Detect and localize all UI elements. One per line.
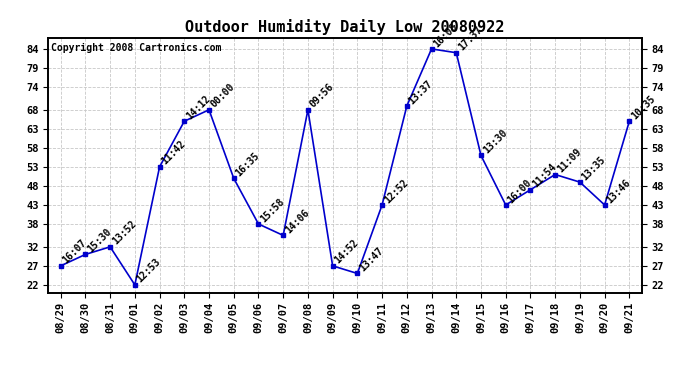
Text: 16:08: 16:08: [431, 21, 460, 49]
Text: Copyright 2008 Cartronics.com: Copyright 2008 Cartronics.com: [51, 43, 221, 52]
Text: 15:58: 15:58: [259, 196, 286, 224]
Text: 14:52: 14:52: [333, 238, 360, 266]
Text: 13:30: 13:30: [481, 128, 509, 156]
Text: 17:37: 17:37: [456, 25, 484, 53]
Text: 13:47: 13:47: [357, 246, 385, 273]
Text: 13:35: 13:35: [580, 154, 608, 182]
Text: 12:52: 12:52: [382, 177, 410, 205]
Text: 16:35: 16:35: [234, 150, 262, 178]
Text: 12:53: 12:53: [135, 257, 163, 285]
Text: 13:37: 13:37: [407, 78, 435, 106]
Text: 00:00: 00:00: [209, 82, 237, 110]
Text: 14:12: 14:12: [184, 93, 212, 121]
Title: Outdoor Humidity Daily Low 20080922: Outdoor Humidity Daily Low 20080922: [186, 19, 504, 35]
Text: 16:07: 16:07: [61, 238, 88, 266]
Text: 11:42: 11:42: [159, 139, 188, 167]
Text: 16:00: 16:00: [506, 177, 533, 205]
Text: 10:35: 10:35: [629, 93, 657, 121]
Text: 11:54: 11:54: [531, 162, 558, 190]
Text: 09:56: 09:56: [308, 82, 336, 110]
Text: 11:09: 11:09: [555, 147, 583, 174]
Text: 13:46: 13:46: [604, 177, 633, 205]
Text: 14:06: 14:06: [283, 208, 311, 236]
Text: 13:52: 13:52: [110, 219, 138, 247]
Text: 15:30: 15:30: [86, 226, 113, 255]
